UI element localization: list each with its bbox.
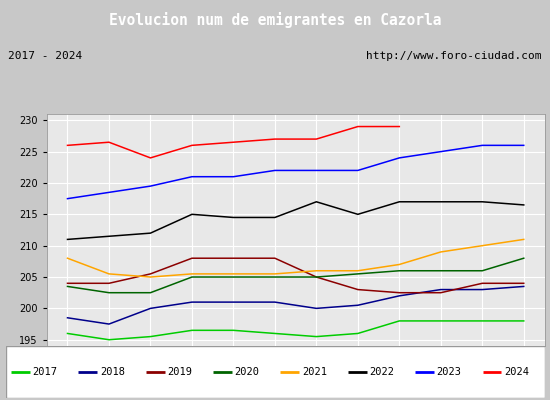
Text: 2020: 2020	[235, 367, 260, 377]
Text: 2021: 2021	[302, 367, 327, 377]
Text: 2017 - 2024: 2017 - 2024	[8, 51, 82, 61]
Text: Evolucion num de emigrantes en Cazorla: Evolucion num de emigrantes en Cazorla	[109, 12, 441, 28]
Text: 2019: 2019	[167, 367, 192, 377]
Text: 2018: 2018	[100, 367, 125, 377]
Text: 2023: 2023	[437, 367, 461, 377]
Text: 2024: 2024	[504, 367, 529, 377]
Text: http://www.foro-ciudad.com: http://www.foro-ciudad.com	[366, 51, 542, 61]
Text: 2017: 2017	[32, 367, 57, 377]
Text: 2022: 2022	[370, 367, 394, 377]
